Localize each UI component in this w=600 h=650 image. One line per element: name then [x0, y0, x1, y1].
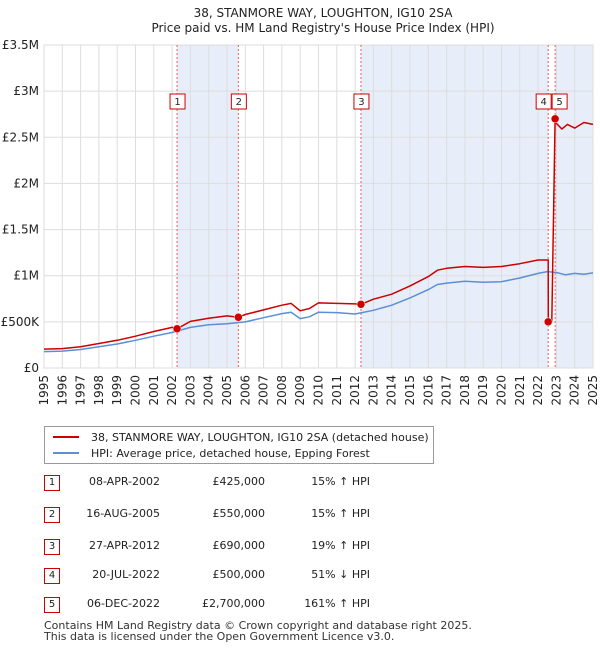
x-tick-label: 2019 [476, 375, 490, 406]
x-tick-label: 2007 [257, 375, 271, 406]
chart-title: 38, STANMORE WAY, LOUGHTON, IG10 2SA [194, 6, 454, 20]
sale-label-box [535, 93, 552, 110]
sale-price: £690,000 [212, 539, 266, 552]
sale-date: 20-JUL-2022 [92, 568, 160, 581]
sale-price: £425,000 [212, 475, 266, 488]
sale-point [550, 114, 560, 124]
x-tick-label: 2006 [238, 375, 252, 406]
sale-row: 1 08-APR-2002 £425,000 15% ↑ HPI [0, 475, 600, 495]
x-tick-label: 2001 [147, 375, 161, 406]
x-tick-label: 1997 [74, 375, 88, 406]
sale-price: £550,000 [212, 507, 266, 520]
x-tick-label: 2000 [129, 375, 143, 406]
y-tick-label: £1.5M [2, 223, 39, 237]
x-tick-label: 2012 [348, 375, 362, 406]
shaded-period [177, 45, 239, 368]
x-tick-label: 2014 [385, 375, 399, 406]
sale-date: 08-APR-2002 [88, 475, 160, 488]
sale-point [356, 300, 366, 309]
x-tick-label: 2018 [458, 375, 472, 406]
sale-label-box [353, 93, 370, 110]
y-tick-label: £1M [13, 269, 39, 283]
sale-label-box [551, 93, 568, 110]
sale-price: £2,700,000 [202, 597, 265, 610]
sale-hpi-change: 15% ↑ HPI [311, 507, 370, 520]
x-tick-label: 2017 [440, 375, 454, 406]
sale-hpi-change: 161% ↑ HPI [304, 597, 370, 610]
x-tick-label: 2002 [165, 375, 179, 406]
x-tick-label: 1996 [55, 375, 69, 406]
sale-row: 2 16-AUG-2005 £550,000 15% ↑ HPI [0, 507, 600, 527]
sale-point [172, 324, 182, 334]
x-tick-label: 2025 [586, 375, 600, 406]
y-tick-label: £2.5M [2, 130, 39, 144]
footer-attribution: Contains HM Land Registry data © Crown c… [44, 620, 472, 642]
sale-point [543, 317, 553, 327]
footer-line-copyright: Contains HM Land Registry data © Crown c… [44, 619, 472, 632]
x-tick-label: 2021 [513, 375, 527, 406]
legend-item-property: 38, STANMORE WAY, LOUGHTON, IG10 2SA (de… [53, 429, 429, 445]
legend: 38, STANMORE WAY, LOUGHTON, IG10 2SA (de… [44, 426, 434, 464]
x-tick-label: 2024 [568, 375, 582, 406]
footer-line-licence: This data is licensed under the Open Gov… [44, 630, 395, 643]
sale-hpi-change: 19% ↑ HPI [311, 539, 370, 552]
legend-line-hpi-icon [53, 452, 79, 454]
sale-row: 4 20-JUL-2022 £500,000 51% ↓ HPI [0, 568, 600, 588]
sale-row: 3 27-APR-2012 £690,000 19% ↑ HPI [0, 539, 600, 559]
sale-date: 06-DEC-2022 [86, 597, 160, 610]
sale-point [234, 312, 243, 322]
sale-price: £500,000 [212, 568, 266, 581]
sale-date: 27-APR-2012 [88, 539, 160, 552]
y-tick-label: £2M [13, 176, 39, 190]
legend-line-property-icon [53, 436, 79, 438]
y-tick-label: £0 [24, 361, 39, 375]
sale-label-number: 4 [540, 97, 546, 108]
x-tick-label: 2016 [421, 375, 435, 406]
y-tick-label: £3.5M [2, 38, 39, 52]
legend-label-property: 38, STANMORE WAY, LOUGHTON, IG10 2SA (de… [91, 430, 429, 444]
legend-label-hpi: HPI: Average price, detached house, Eppi… [91, 446, 370, 460]
sale-number-badge: 2 [44, 507, 60, 523]
sale-label-number: 5 [556, 97, 562, 108]
x-tick-label: 2020 [495, 375, 509, 406]
hpi-line [43, 270, 594, 353]
x-tick-label: 2022 [531, 375, 545, 406]
sale-label-number: 2 [236, 97, 242, 108]
sale-label-box [230, 93, 247, 110]
x-tick-label: 1998 [92, 375, 106, 406]
x-tick-label: 2004 [202, 375, 216, 406]
x-tick-label: 2009 [293, 375, 307, 406]
sale-number-badge: 4 [44, 568, 60, 584]
sale-hpi-change: 51% ↓ HPI [311, 568, 370, 581]
y-tick-label: £3M [13, 84, 39, 98]
x-tick-label: 2023 [549, 375, 563, 406]
shaded-period [555, 45, 593, 368]
chart-subtitle: Price paid vs. HM Land Registry's House … [151, 21, 494, 35]
x-tick-label: 2008 [275, 375, 289, 406]
sale-number-badge: 3 [44, 539, 60, 555]
x-tick-label: 2011 [330, 375, 344, 406]
x-tick-label: 2015 [403, 375, 417, 406]
y-tick-label: £500K [1, 315, 41, 329]
legend-item-hpi: HPI: Average price, detached house, Eppi… [53, 445, 370, 461]
sale-label-number: 1 [174, 97, 180, 108]
sale-label-box [169, 93, 186, 110]
price-chart: 38, STANMORE WAY, LOUGHTON, IG10 2SA Pri… [1, 6, 600, 406]
sale-label-number: 3 [358, 97, 364, 108]
x-tick-label: 2010 [312, 375, 326, 406]
x-tick-label: 2005 [220, 375, 234, 406]
sale-number-badge: 1 [44, 475, 60, 491]
sale-date: 16-AUG-2005 [86, 507, 160, 520]
sale-row: 5 06-DEC-2022 £2,700,000 161% ↑ HPI [0, 597, 600, 617]
x-tick-label: 1995 [37, 375, 51, 406]
sale-hpi-change: 15% ↑ HPI [311, 475, 370, 488]
x-tick-label: 2003 [183, 375, 197, 406]
sale-number-badge: 5 [44, 597, 60, 613]
x-tick-label: 1999 [110, 375, 124, 406]
x-tick-label: 2013 [366, 375, 380, 406]
